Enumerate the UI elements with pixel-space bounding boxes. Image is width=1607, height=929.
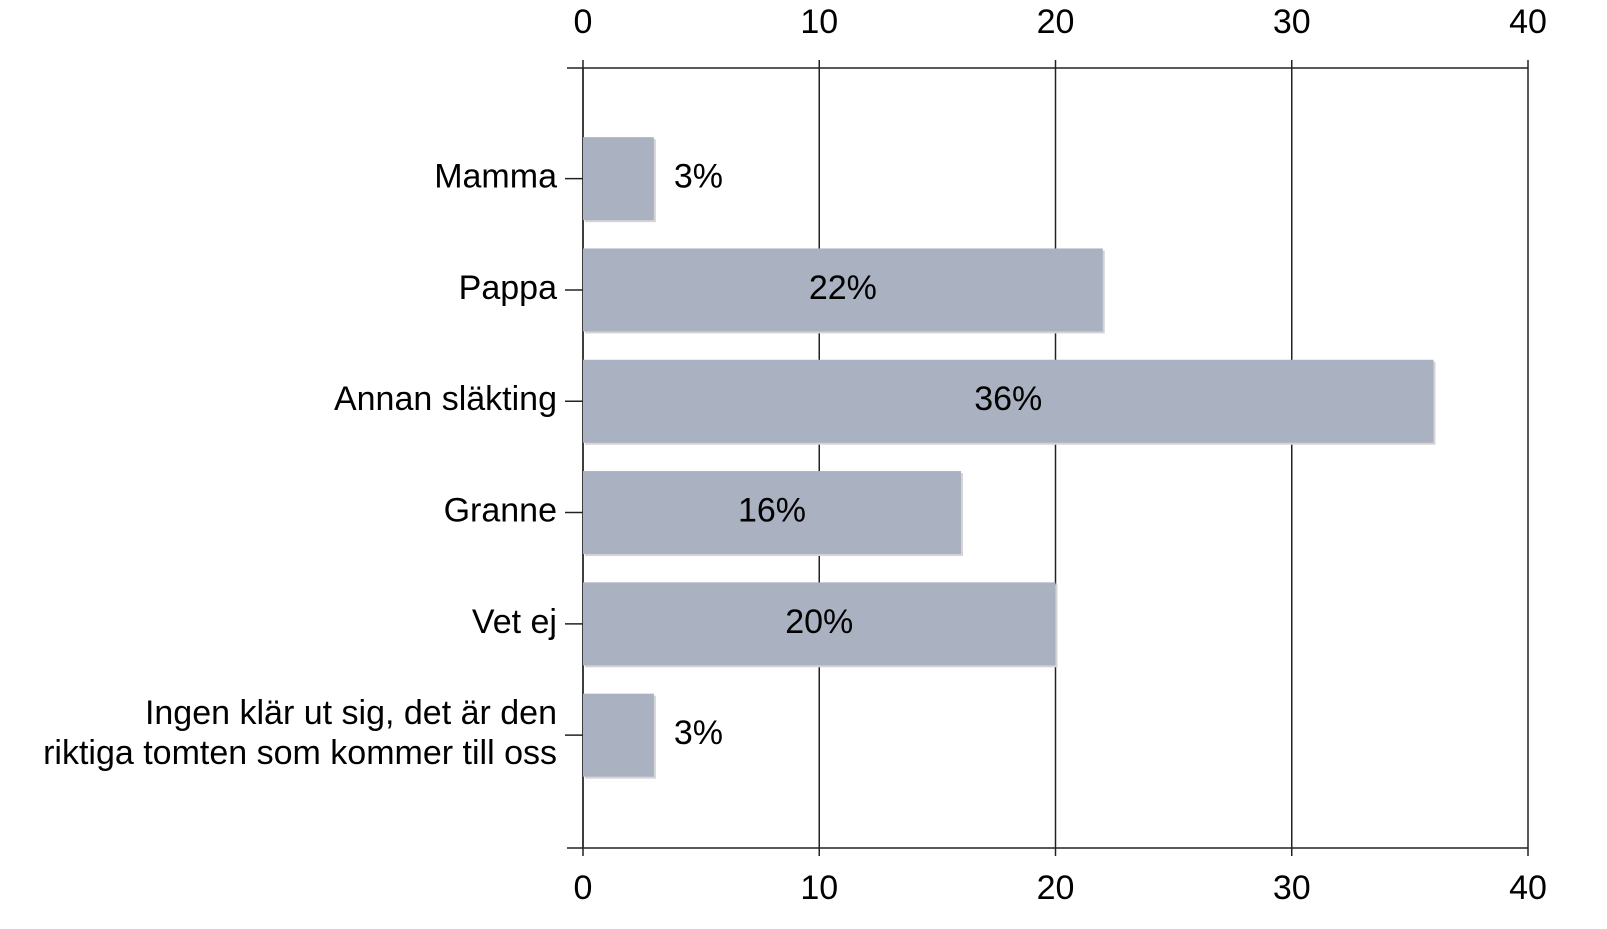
x-tick-label-bottom: 40: [1509, 869, 1547, 907]
bar: [583, 137, 654, 221]
bar: [583, 471, 961, 555]
value-label: 22%: [809, 269, 877, 307]
y-tick-label: Pappa: [459, 269, 557, 307]
value-label: 20%: [785, 603, 853, 641]
bar: [583, 582, 1056, 666]
bar: [583, 693, 654, 777]
bar: [583, 359, 1434, 443]
y-tick-label: Mamma: [434, 158, 557, 196]
x-tick-label-bottom: 20: [1037, 869, 1075, 907]
y-tick-label: Vet ej: [472, 603, 557, 641]
bar: [583, 248, 1103, 332]
y-tick-label: Ingen klär ut sig, det är den riktiga tom…: [43, 694, 557, 772]
x-tick-label-top: 10: [800, 3, 838, 41]
y-tick-label: Annan släkting: [334, 380, 557, 418]
value-label: 3%: [674, 714, 723, 752]
value-label: 36%: [974, 380, 1042, 418]
x-tick-label-top: 40: [1509, 3, 1547, 41]
x-tick-label-top: 0: [574, 3, 593, 41]
x-tick-label-bottom: 30: [1273, 869, 1311, 907]
x-tick-label-bottom: 10: [800, 869, 838, 907]
x-tick-label-top: 20: [1037, 3, 1075, 41]
value-label: 16%: [738, 492, 806, 530]
x-tick-label-bottom: 0: [574, 869, 593, 907]
x-tick-label-top: 30: [1273, 3, 1311, 41]
y-tick-label: Granne: [444, 492, 557, 530]
value-label: 3%: [674, 158, 723, 196]
